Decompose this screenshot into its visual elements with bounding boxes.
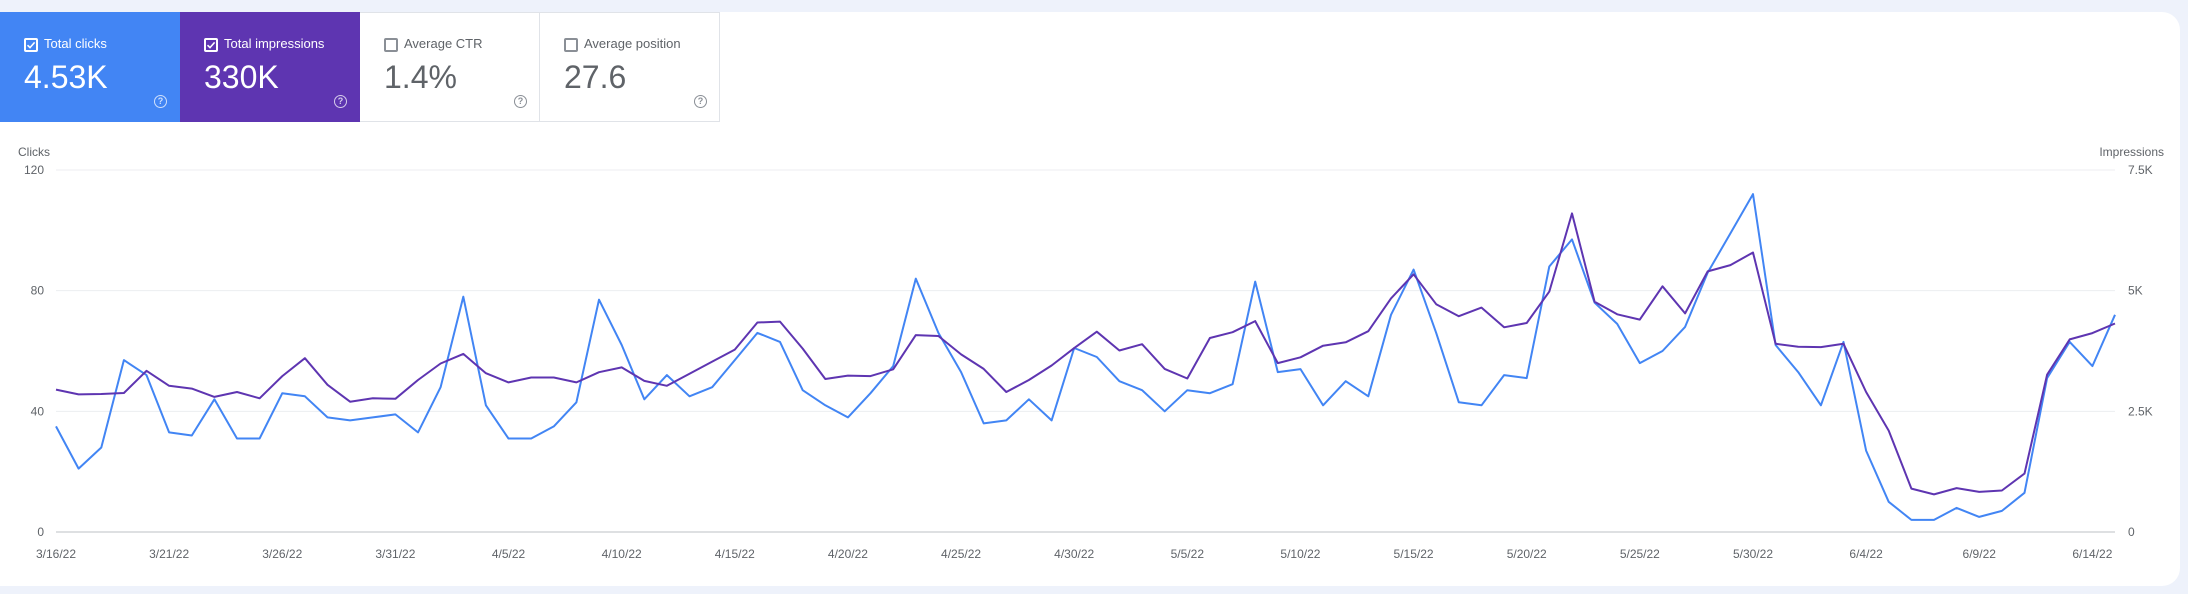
x-tick-label: 4/5/22 [492, 547, 526, 561]
metric-cards: Total clicks 4.53K ? Total impressions 3… [0, 12, 720, 122]
x-tick-label: 5/5/22 [1171, 547, 1205, 561]
metric-card-average-position[interactable]: Average position 27.6 ? [540, 12, 720, 122]
y-right-tick-label: 7.5K [2128, 163, 2153, 177]
x-tick-label: 5/10/22 [1280, 547, 1320, 561]
x-tick-label: 6/9/22 [1963, 547, 1997, 561]
x-tick-label: 3/26/22 [262, 547, 302, 561]
series-line-total-impressions [55, 212, 2116, 496]
x-tick-label: 5/15/22 [1394, 547, 1434, 561]
checkbox-checked-icon[interactable] [24, 38, 38, 52]
help-icon[interactable]: ? [334, 95, 347, 108]
y-left-tick-label: 0 [37, 525, 44, 539]
help-icon[interactable]: ? [514, 95, 527, 108]
metric-card-average-ctr[interactable]: Average CTR 1.4% ? [360, 12, 540, 122]
help-icon[interactable]: ? [694, 95, 707, 108]
x-tick-label: 4/10/22 [602, 547, 642, 561]
x-tick-label: 5/25/22 [1620, 547, 1660, 561]
checkbox-checked-icon[interactable] [204, 38, 218, 52]
metric-label: Average CTR [404, 36, 483, 51]
y-right-tick-label: 0 [2128, 525, 2135, 539]
x-tick-label: 5/20/22 [1507, 547, 1547, 561]
help-icon[interactable]: ? [154, 95, 167, 108]
metric-card-total-clicks[interactable]: Total clicks 4.53K ? [0, 12, 180, 122]
x-tick-label: 4/25/22 [941, 547, 981, 561]
performance-panel: Total clicks 4.53K ? Total impressions 3… [0, 12, 2180, 586]
y-left-tick-label: 40 [31, 404, 45, 418]
checkbox-unchecked-icon[interactable] [384, 38, 398, 52]
y-right-axis-label: Impressions [2099, 145, 2164, 159]
metric-value: 27.6 [564, 59, 627, 95]
x-tick-label: 3/31/22 [375, 547, 415, 561]
metric-label: Average position [584, 36, 681, 51]
x-tick-label: 3/16/22 [36, 547, 76, 561]
y-left-tick-label: 120 [24, 163, 44, 177]
checkbox-unchecked-icon[interactable] [564, 38, 578, 52]
x-tick-label: 4/30/22 [1054, 547, 1094, 561]
metric-value: 1.4% [384, 59, 457, 95]
y-left-axis-label: Clicks [18, 145, 50, 159]
y-right-tick-label: 2.5K [2128, 404, 2153, 418]
metric-card-total-impressions[interactable]: Total impressions 330K ? [180, 12, 360, 122]
metric-label: Total impressions [224, 36, 325, 51]
x-tick-label: 6/14/22 [2072, 547, 2112, 561]
y-left-tick-label: 80 [31, 284, 45, 298]
metric-value: 4.53K [24, 59, 108, 95]
metric-label: Total clicks [44, 36, 107, 51]
metric-value: 330K [204, 59, 279, 95]
x-tick-label: 4/15/22 [715, 547, 755, 561]
x-tick-label: 4/20/22 [828, 547, 868, 561]
x-tick-label: 6/4/22 [1849, 547, 1883, 561]
x-tick-label: 5/30/22 [1733, 547, 1773, 561]
series-line-total-clicks [55, 193, 2116, 521]
x-tick-label: 3/21/22 [149, 547, 189, 561]
y-right-tick-label: 5K [2128, 284, 2143, 298]
